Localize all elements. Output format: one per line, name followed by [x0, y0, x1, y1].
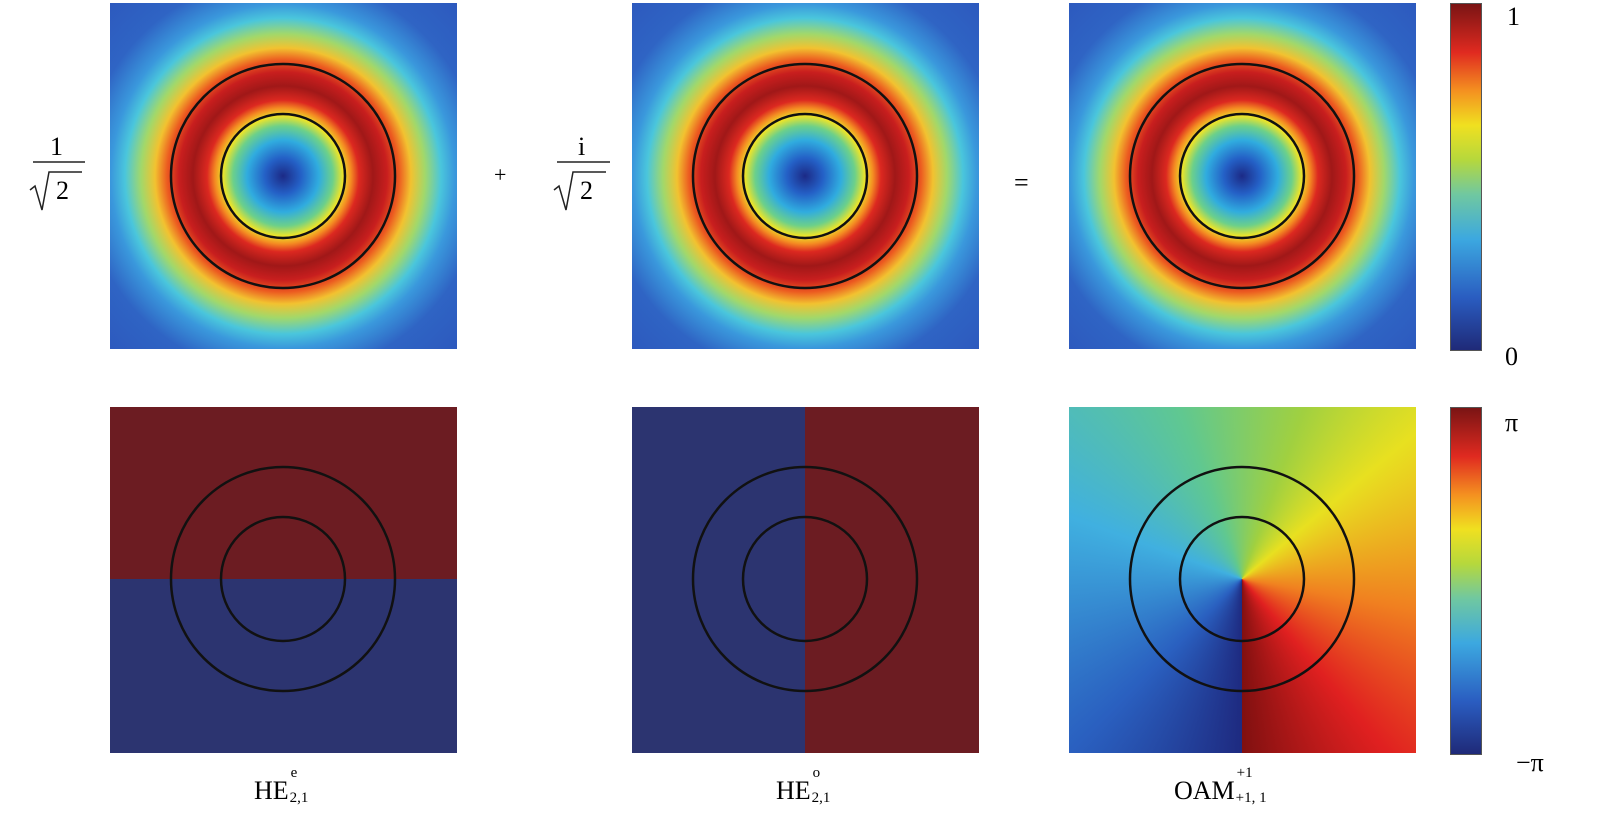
intensity-he-odd: [632, 3, 979, 349]
radicand: 2: [580, 176, 593, 205]
label-subscript: +1, 1: [1235, 790, 1267, 806]
label-superscript: o: [812, 765, 821, 781]
numerator: i: [578, 132, 586, 161]
label-superscript: +1: [1236, 765, 1253, 781]
plus-sign: +: [494, 162, 507, 187]
colorbar-min: 0: [1505, 342, 1518, 371]
equals-sign: =: [1014, 168, 1029, 197]
label-subscript: 2,1: [289, 790, 309, 806]
intensity-oam: [1069, 3, 1416, 349]
mode-rings: [169, 62, 1356, 693]
colorbar-min: −π: [1516, 748, 1544, 777]
phase-he-odd: [632, 407, 979, 753]
colorbar-intensity: [1450, 3, 1482, 351]
colorbar-phase: [1450, 407, 1482, 755]
colorbar-max: π: [1505, 408, 1519, 437]
label-base: HE: [254, 776, 289, 805]
numerator: 1: [50, 132, 63, 161]
label-superscript: e: [290, 765, 298, 781]
fraction-marks: [29, 161, 610, 211]
radicand: 2: [56, 176, 69, 205]
label-subscript: 2,1: [811, 790, 831, 806]
colorbar-max: 1: [1507, 2, 1520, 31]
intensity-he-even: [110, 3, 457, 349]
label-base: HE: [776, 776, 811, 805]
label-base: OAM: [1174, 776, 1235, 805]
phase-he-even: [110, 407, 457, 753]
phase-oam: [1069, 407, 1416, 753]
